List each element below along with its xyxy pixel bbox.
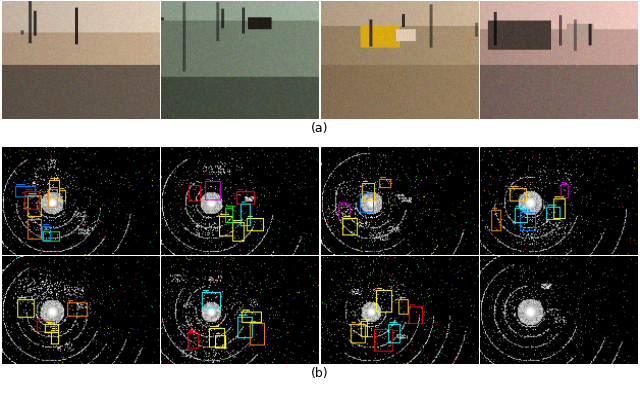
Text: (a): (a) — [311, 122, 329, 135]
Text: (b): (b) — [311, 367, 329, 380]
